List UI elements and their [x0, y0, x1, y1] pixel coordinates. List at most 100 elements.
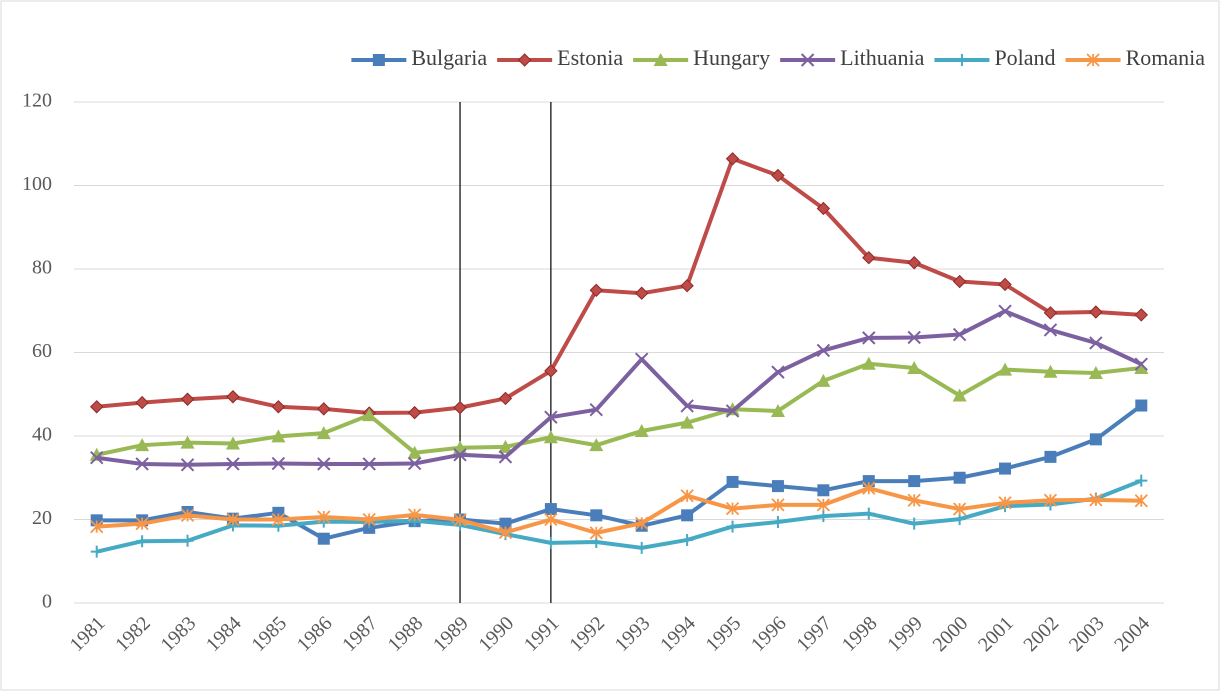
marker	[680, 489, 694, 503]
marker	[135, 457, 149, 471]
marker	[771, 480, 784, 493]
marker	[816, 498, 831, 512]
marker	[862, 507, 875, 520]
marker	[952, 274, 967, 289]
marker	[226, 390, 240, 404]
legend: Bulgaria Estonia Hungary Lithuania Poland Rom…	[351, 45, 1205, 70]
marker	[1135, 399, 1148, 412]
marker	[998, 304, 1012, 318]
marker	[407, 508, 422, 522]
marker	[1088, 365, 1103, 379]
marker	[1089, 433, 1102, 446]
marker	[999, 462, 1012, 475]
marker	[725, 404, 740, 418]
marker	[1135, 474, 1148, 487]
marker	[90, 451, 104, 465]
marker	[907, 256, 921, 270]
marker	[681, 533, 694, 546]
marker	[1043, 323, 1058, 337]
series-line	[96, 361, 1142, 457]
marker	[1043, 493, 1058, 507]
marker	[635, 516, 649, 530]
marker	[907, 493, 921, 507]
y-tick-label: 100	[22, 173, 52, 195]
marker	[817, 484, 830, 497]
marker	[271, 429, 286, 443]
marker	[800, 53, 815, 67]
legend-label: Estonia	[557, 45, 623, 70]
y-tick-label: 0	[42, 591, 52, 613]
marker	[680, 278, 694, 293]
marker	[1043, 364, 1058, 378]
marker	[180, 435, 195, 449]
marker	[407, 445, 422, 459]
legend-label: Lithuania	[840, 45, 925, 70]
marker	[498, 525, 513, 540]
marker	[499, 517, 512, 530]
marker	[771, 516, 784, 529]
marker	[635, 286, 649, 300]
series-line	[96, 403, 1143, 541]
marker	[817, 510, 830, 523]
marker	[317, 457, 331, 471]
marker	[998, 496, 1012, 510]
marker	[589, 438, 604, 452]
marker	[680, 399, 694, 413]
marker	[771, 365, 785, 379]
marker	[953, 471, 966, 484]
series-line	[96, 486, 1142, 535]
marker	[316, 426, 331, 440]
series-line	[96, 156, 1142, 416]
marker	[952, 502, 967, 516]
marker	[1134, 494, 1148, 508]
marker	[590, 509, 603, 522]
marker	[771, 498, 785, 512]
marker	[1086, 53, 1100, 67]
marker	[362, 408, 377, 422]
marker	[544, 512, 558, 527]
marker	[362, 512, 376, 527]
marker	[726, 520, 739, 533]
marker	[862, 331, 876, 345]
legend-label: Poland	[994, 45, 1055, 70]
marker	[544, 410, 558, 424]
marker	[362, 457, 376, 471]
marker	[453, 513, 467, 527]
marker	[498, 450, 513, 464]
marker	[1134, 308, 1148, 322]
marker	[680, 415, 695, 429]
marker	[498, 439, 513, 453]
marker	[453, 400, 467, 415]
y-tick-label: 60	[32, 340, 52, 362]
marker	[90, 545, 103, 558]
marker	[271, 512, 286, 527]
marker	[908, 517, 921, 530]
marker	[589, 526, 603, 540]
marker	[453, 448, 467, 462]
marker	[861, 356, 876, 370]
marker	[1089, 305, 1103, 319]
marker	[1089, 493, 1103, 507]
marker	[180, 392, 195, 406]
legend-label: Hungary	[693, 45, 770, 70]
marker	[181, 534, 194, 547]
y-tick-label: 80	[32, 257, 52, 279]
marker	[372, 54, 385, 66]
marker	[635, 352, 649, 366]
marker	[635, 541, 648, 554]
marker	[543, 430, 558, 444]
marker	[634, 423, 649, 437]
marker	[998, 362, 1013, 376]
marker	[180, 458, 195, 472]
marker	[135, 517, 149, 531]
legend-label: Bulgaria	[411, 45, 487, 70]
marker	[862, 481, 876, 495]
marker	[407, 405, 422, 420]
marker	[589, 402, 603, 417]
marker	[135, 438, 150, 452]
legend-label: Romania	[1126, 45, 1206, 70]
marker	[771, 168, 785, 183]
marker	[998, 277, 1012, 292]
